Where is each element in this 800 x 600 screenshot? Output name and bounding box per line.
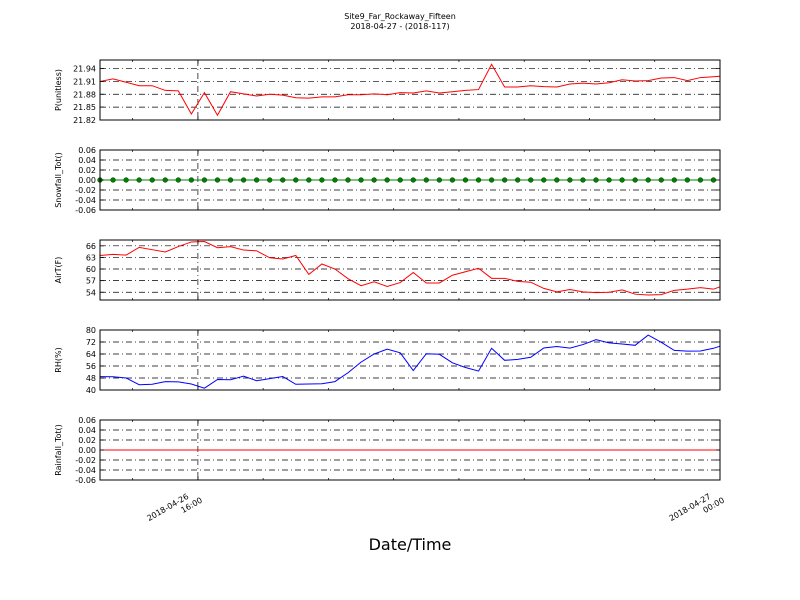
y-axis-label: P(unitless) — [54, 69, 63, 111]
data-point — [501, 177, 508, 183]
data-point — [332, 177, 338, 183]
y-tick-label: 0.06 — [78, 146, 96, 155]
y-tick-label: 48 — [86, 374, 96, 383]
data-point — [240, 177, 247, 183]
y-tick-label: 72 — [86, 338, 96, 347]
data-point — [658, 177, 664, 183]
y-tick-label: 0.04 — [78, 426, 96, 435]
y-tick-label: 40 — [86, 386, 96, 395]
y-tick-label: 0.00 — [78, 446, 96, 455]
subplot-3: 40 48 56 64 72 80 RH(%) — [54, 326, 721, 395]
y-tick-label: 0.02 — [78, 166, 96, 175]
data-point — [671, 177, 677, 183]
series-line — [99, 241, 721, 296]
y-tick-label: 80 — [86, 326, 96, 335]
data-point — [554, 177, 560, 183]
data-point — [515, 177, 521, 183]
subplot-0: 21.82 21.85 21.88 21.91 21.94 P(unitless) — [54, 59, 721, 125]
data-point — [528, 177, 534, 183]
y-tick-label: 64 — [86, 350, 96, 359]
data-point — [384, 177, 390, 183]
y-tick-label: 21.91 — [73, 77, 96, 86]
data-point — [201, 177, 208, 183]
data-point — [710, 177, 717, 183]
data-point — [593, 177, 599, 183]
y-tick-label: 21.82 — [73, 116, 96, 125]
data-point — [436, 177, 443, 183]
data-point — [410, 177, 416, 183]
data-point — [136, 177, 142, 183]
y-tick-label: 0.02 — [78, 436, 96, 445]
axes-frame — [99, 329, 721, 391]
y-tick-label: 57 — [86, 277, 96, 286]
data-point — [149, 177, 155, 183]
data-point — [227, 177, 234, 183]
subplot-1: -0.06-0.04-0.020.000.020.040.06 Snowfall_… — [54, 146, 721, 215]
data-point — [462, 177, 469, 183]
data-point — [358, 177, 364, 183]
data-point — [319, 177, 325, 183]
data-point — [423, 177, 429, 183]
axes-frame — [99, 59, 721, 121]
y-tick-label: 56 — [86, 362, 96, 371]
y-tick-label: -0.02 — [75, 186, 96, 195]
data-point — [110, 177, 116, 183]
data-point — [306, 177, 312, 183]
y-tick-label: 54 — [86, 288, 96, 297]
chart-title-line2: 2018-04-27 - (2018-117) — [350, 22, 449, 31]
y-axis-label: Snowfall_Tot() — [54, 152, 63, 208]
data-point — [214, 177, 221, 183]
y-tick-label: 60 — [86, 265, 96, 274]
data-point — [371, 177, 377, 183]
data-point — [267, 177, 273, 183]
y-tick-label: -0.06 — [75, 476, 96, 485]
data-point — [697, 177, 704, 183]
data-point — [645, 177, 651, 183]
data-point — [684, 177, 691, 183]
y-axis-label: Rainfall_Tot() — [54, 424, 63, 476]
data-point — [449, 177, 456, 183]
data-point — [162, 177, 168, 183]
data-point — [280, 177, 286, 183]
data-point — [632, 177, 638, 183]
series-line — [99, 334, 721, 389]
y-tick-label: 66 — [86, 242, 96, 251]
data-point — [123, 177, 129, 183]
y-tick-label: -0.06 — [75, 206, 96, 215]
data-point — [345, 177, 351, 183]
y-tick-label: 0.04 — [78, 156, 96, 165]
y-tick-label: 21.85 — [73, 103, 96, 112]
y-tick-label: 21.88 — [73, 90, 96, 99]
data-point — [619, 177, 625, 183]
subplot-4: -0.06-0.04-0.020.000.020.040.06 Rainfall_… — [54, 416, 721, 485]
y-tick-label: 0.06 — [78, 416, 96, 425]
subplot-2: 54 57 60 63 66 AirT(F) — [54, 239, 721, 301]
data-point — [293, 177, 299, 183]
data-point — [397, 177, 403, 183]
y-axis-label: RH(%) — [54, 347, 63, 372]
y-tick-label: -0.04 — [75, 466, 96, 475]
data-point — [175, 177, 181, 183]
data-point — [580, 177, 586, 183]
y-tick-label: 63 — [86, 253, 96, 262]
data-point — [567, 177, 573, 183]
data-point — [606, 177, 612, 183]
subplot-panels: 21.82 21.85 21.88 21.91 21.94 P(unitless) -0.0… — [54, 59, 721, 485]
series-line — [99, 63, 721, 117]
y-tick-label: -0.04 — [75, 196, 96, 205]
y-tick-label: 21.94 — [73, 65, 96, 74]
data-point — [475, 177, 482, 183]
y-axis-label: AirT(F) — [54, 257, 63, 284]
chart-title-line1: Site9_Far_Rockaway_Fifteen — [344, 12, 456, 21]
x-axis-label: Date/Time — [369, 535, 452, 554]
data-point — [488, 177, 495, 183]
data-point — [541, 177, 547, 183]
axes-frame — [99, 239, 721, 301]
y-tick-label: -0.02 — [75, 456, 96, 465]
y-tick-label: 0.00 — [78, 176, 96, 185]
data-point — [253, 177, 260, 183]
data-point — [188, 177, 195, 183]
